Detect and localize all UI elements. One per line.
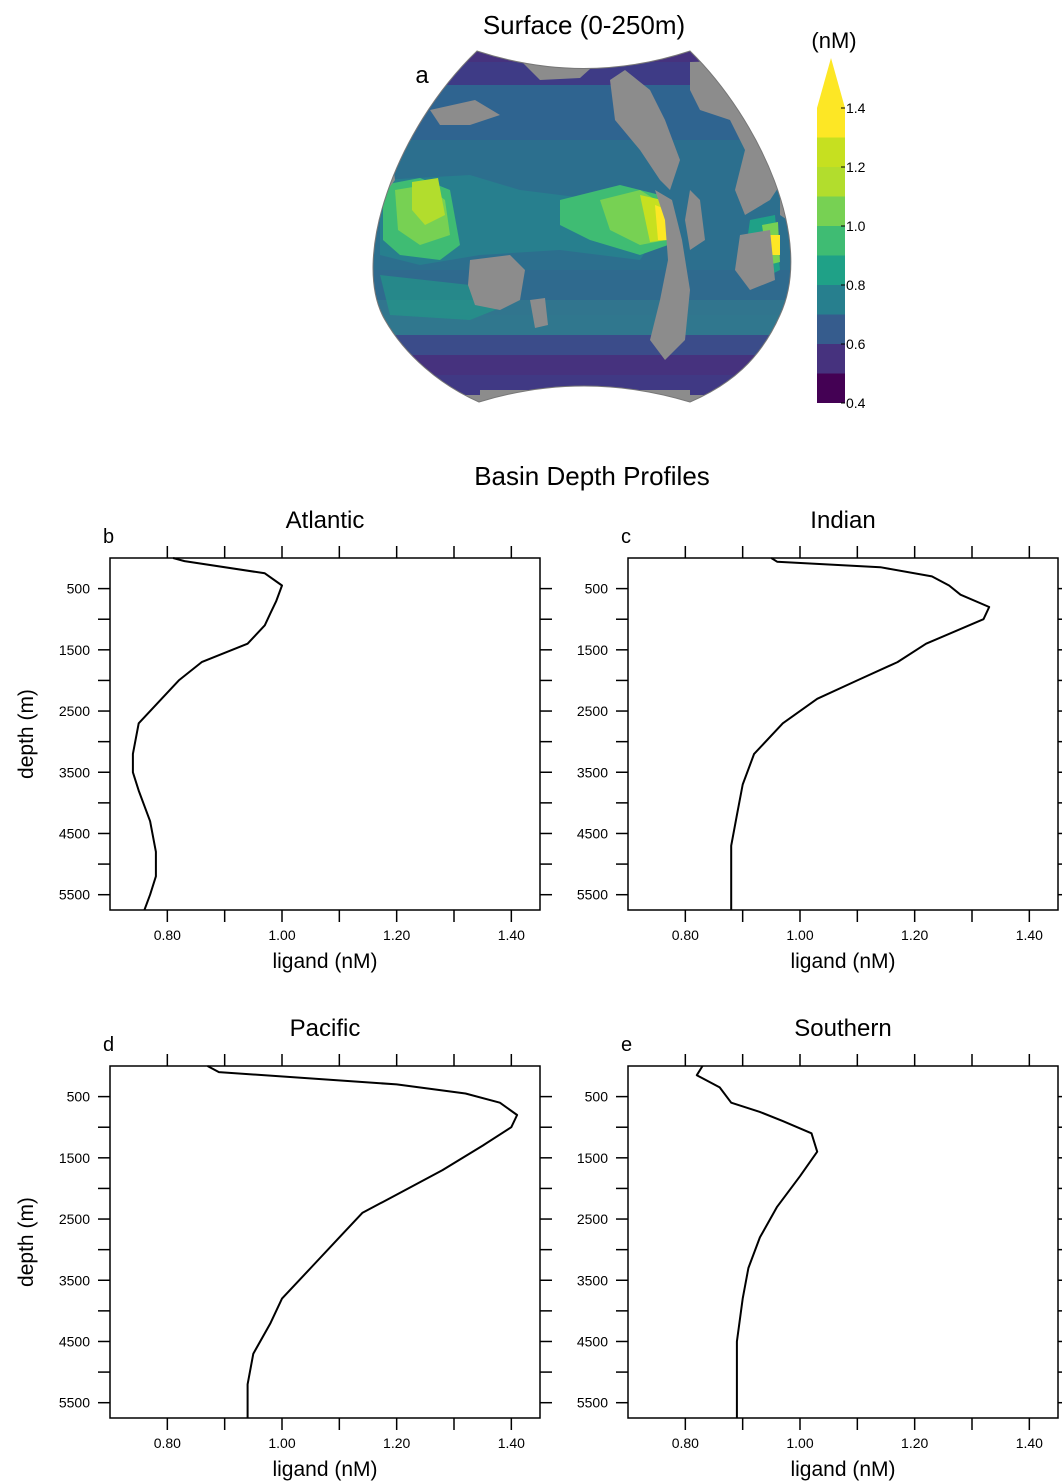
colorbar-tick-label: 0.4	[846, 395, 866, 411]
panel-label: b	[103, 526, 114, 548]
colorbar-swatch	[817, 108, 845, 138]
colorbar-tick-label: 0.8	[846, 277, 866, 293]
y-tick-label: 5500	[577, 1395, 608, 1411]
y-tick-label: 3500	[577, 1272, 608, 1288]
colorbar: 1.4 1.2 1.0 0.8 0.6 0.4	[817, 58, 866, 411]
y-tick-label: 5500	[59, 1395, 90, 1411]
colorbar-extension	[817, 58, 845, 108]
profile-line-atlantic	[131, 557, 283, 911]
colorbar-swatch	[817, 226, 845, 256]
y-tick-label: 500	[585, 581, 609, 597]
x-axis-label: ligand (nM)	[790, 1458, 895, 1481]
profile-panel-southern: Southern e 0.80 1.00 1.20 1.40 ligand (nM) 500 1…	[577, 1015, 1062, 1481]
colorbar-swatch	[817, 373, 845, 403]
plot-frame	[627, 557, 1059, 911]
y-tick-label: 2500	[59, 1211, 90, 1227]
y-tick-label: 3500	[59, 1272, 90, 1288]
y-tick-label: 500	[67, 1089, 91, 1105]
colorbar-swatch	[817, 167, 845, 197]
y-tick-label: 5500	[577, 887, 608, 903]
y-tick-label: 500	[585, 1089, 609, 1105]
y-tick-label: 4500	[577, 1333, 608, 1349]
panel-label-a: a	[415, 62, 429, 89]
map-title: Surface (0-250m)	[483, 10, 685, 40]
profile-panel-pacific: Pacific d 0.80 1.00 1.20 1.40 ligand (nM) 500 15…	[15, 1015, 552, 1481]
x-tick-label: 0.80	[672, 927, 699, 943]
x-axis-label: ligand (nM)	[272, 1458, 377, 1481]
colorbar-tick-label: 1.0	[846, 218, 866, 234]
colorbar-swatch	[817, 344, 845, 374]
y-axis-label: depth (m)	[15, 1197, 38, 1287]
x-axis-label: ligand (nM)	[790, 950, 895, 973]
panel-label: d	[103, 1034, 114, 1056]
y-tick-label: 2500	[577, 1211, 608, 1227]
panel-title: Pacific	[290, 1015, 361, 1042]
y-tick-label: 5500	[59, 887, 90, 903]
plot-frame	[109, 557, 541, 911]
y-tick-label: 1500	[577, 642, 608, 658]
y-tick-label: 500	[67, 581, 91, 597]
plot-frame	[627, 1065, 1059, 1419]
colorbar-tick-label: 0.6	[846, 336, 866, 352]
colorbar-swatch	[817, 255, 845, 285]
profile-panel-indian: Indian c 0.80 1.00 1.20 1.40 ligand (nM) 500 150…	[577, 507, 1062, 973]
x-tick-label: 1.40	[498, 1435, 525, 1451]
profiles-title: Basin Depth Profiles	[474, 461, 710, 491]
y-tick-label: 2500	[59, 703, 90, 719]
y-tick-label: 1500	[59, 1150, 90, 1166]
x-tick-label: 1.20	[383, 927, 410, 943]
panel-title: Indian	[810, 507, 875, 534]
x-tick-label: 1.20	[901, 927, 928, 943]
y-tick-label: 4500	[577, 825, 608, 841]
profile-line-southern	[695, 1065, 819, 1418]
colorbar-unit: (nM)	[811, 28, 856, 53]
x-tick-label: 1.20	[383, 1435, 410, 1451]
x-tick-label: 1.40	[1016, 927, 1043, 943]
y-tick-label: 3500	[59, 764, 90, 780]
colorbar-swatch	[817, 137, 845, 167]
x-tick-label: 1.00	[268, 1435, 295, 1451]
y-axis-label: depth (m)	[15, 689, 38, 779]
colorbar-tick-label: 1.2	[846, 159, 866, 175]
panel-label: e	[621, 1034, 632, 1056]
profile-panel-atlantic: Atlantic b 0.80 1.00 1.20 1.40 ligand (nM) 500 1…	[15, 507, 552, 973]
panel-title: Southern	[794, 1015, 891, 1042]
x-tick-label: 0.80	[672, 1435, 699, 1451]
y-tick-label: 3500	[577, 764, 608, 780]
x-tick-label: 0.80	[154, 1435, 181, 1451]
profile-panels: Atlantic b 0.80 1.00 1.20 1.40 ligand (nM) 500 1…	[15, 507, 1062, 1481]
colorbar-tick-label: 1.4	[846, 100, 866, 116]
y-tick-label: 1500	[577, 1150, 608, 1166]
profile-line-pacific	[207, 1065, 519, 1418]
globe-outline	[372, 50, 792, 403]
x-tick-label: 1.00	[786, 927, 813, 943]
colorbar-swatch	[817, 285, 845, 315]
x-tick-label: 1.20	[901, 1435, 928, 1451]
colorbar-swatch	[817, 314, 845, 344]
plot-frame	[109, 1065, 541, 1419]
x-axis-label: ligand (nM)	[272, 950, 377, 973]
x-tick-label: 1.00	[786, 1435, 813, 1451]
ocean-map	[373, 51, 791, 402]
profile-line-indian	[730, 557, 991, 910]
y-tick-label: 4500	[59, 825, 90, 841]
panel-title: Atlantic	[286, 507, 365, 534]
panel-label: c	[621, 526, 631, 548]
y-tick-label: 4500	[59, 1333, 90, 1349]
x-tick-label: 1.00	[268, 927, 295, 943]
y-tick-label: 2500	[577, 703, 608, 719]
x-tick-label: 1.40	[498, 927, 525, 943]
x-tick-label: 0.80	[154, 927, 181, 943]
colorbar-swatch	[817, 196, 845, 226]
x-tick-label: 1.40	[1016, 1435, 1043, 1451]
y-tick-label: 1500	[59, 642, 90, 658]
